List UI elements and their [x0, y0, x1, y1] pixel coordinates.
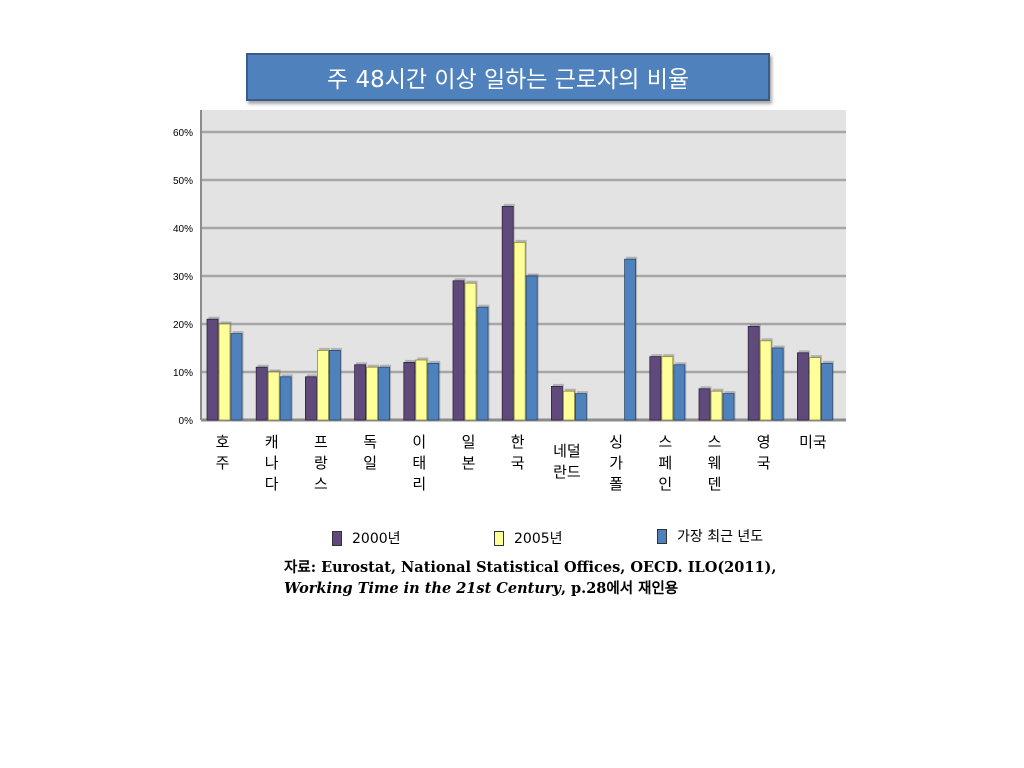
- x-tick-label: 일: [462, 433, 476, 451]
- bar: [563, 390, 575, 421]
- bar: [551, 385, 563, 421]
- x-tick-label: 호: [216, 433, 230, 451]
- y-axis: 0% 10% 20% 30% 40% 50% 60%: [173, 110, 202, 427]
- y-tick-label: 30%: [173, 272, 193, 283]
- x-tick-label: 국: [511, 454, 525, 472]
- bar: [771, 347, 784, 421]
- x-tick-label: 한: [511, 433, 525, 451]
- x-tick-label: 프: [314, 433, 328, 451]
- legend-swatch-2000: [332, 530, 342, 546]
- bar: [255, 366, 268, 421]
- bars: [206, 203, 834, 421]
- x-tick-label: 본: [462, 454, 476, 472]
- bar: [267, 371, 280, 421]
- bar: [328, 349, 341, 421]
- bar: [525, 275, 538, 421]
- x-tick-label: 미국: [799, 433, 827, 451]
- x-tick-label: 폴: [609, 475, 623, 493]
- bar: [378, 366, 391, 421]
- x-tick-label: 네덜: [553, 442, 581, 460]
- legend-label-2000: 2000년: [352, 531, 401, 547]
- bar: [464, 282, 477, 421]
- x-tick-label: 웨: [708, 454, 722, 472]
- x-tick-label: 독: [363, 433, 377, 451]
- x-tick-label: 주: [216, 454, 230, 472]
- y-tick-label: 20%: [173, 320, 193, 331]
- bar: [759, 340, 772, 421]
- bar: [673, 364, 686, 421]
- legend-item-2005: 2005년: [494, 528, 563, 548]
- x-tick-label: 영: [757, 433, 771, 451]
- bar: [722, 393, 735, 421]
- y-tick-label: 60%: [173, 128, 193, 139]
- bar: [661, 356, 674, 421]
- x-tick-label: 인: [658, 475, 672, 493]
- x-tick-label: 태: [412, 454, 426, 472]
- bar: [218, 323, 231, 421]
- bar: [809, 357, 821, 421]
- bar: [366, 366, 379, 421]
- bar: [427, 362, 440, 421]
- y-tick-label: 10%: [173, 368, 193, 379]
- bar: [279, 376, 292, 421]
- x-tick-label: 이: [412, 433, 426, 451]
- bar: [698, 388, 711, 421]
- x-tick-label: 가: [609, 454, 623, 472]
- bar: [513, 241, 526, 421]
- y-tick-label: 0%: [179, 416, 194, 427]
- bar: [710, 390, 723, 421]
- bar: [747, 325, 760, 421]
- bar: [575, 393, 587, 421]
- x-tick-label: 싱: [609, 433, 623, 451]
- y-tick-label: 40%: [173, 224, 193, 235]
- bar: [821, 362, 833, 421]
- x-tick-label: 란드: [553, 463, 581, 481]
- bar: [624, 258, 636, 421]
- x-tick-label: 국: [757, 454, 771, 472]
- x-tick-label: 나: [265, 454, 279, 472]
- source-book-title: Working Time in the 21st Century: [284, 580, 561, 597]
- x-tick-label: 캐: [265, 433, 279, 451]
- legend-item-2000: 2000년: [332, 528, 401, 548]
- x-tick-label: 랑: [314, 454, 328, 472]
- legend-label-2005: 2005년: [514, 531, 563, 547]
- source-note: 자료: Eurostat, National Statistical Offic…: [284, 557, 776, 599]
- source-line1: : Eurostat, National Statistical Offices…: [310, 559, 777, 576]
- bar: [476, 306, 489, 421]
- legend-item-recent: 가장 최근 년도: [657, 526, 763, 546]
- x-tick-label: 다: [265, 475, 279, 493]
- x-tick-label: 스: [314, 475, 328, 493]
- bar: [316, 349, 329, 421]
- bar: [230, 333, 243, 421]
- x-tick-label: 스: [708, 433, 722, 451]
- bar: [452, 280, 465, 421]
- bar: [797, 352, 809, 421]
- legend-swatch-recent: [657, 528, 667, 544]
- bar: [415, 359, 428, 421]
- x-tick-label: 일: [363, 454, 377, 472]
- x-tick-label: 리: [412, 475, 426, 493]
- legend-label-recent: 가장 최근 년도: [677, 529, 764, 545]
- x-tick-label: 스: [658, 433, 672, 451]
- bar: [206, 318, 219, 421]
- source-label: 자료: [284, 559, 311, 576]
- bar: [354, 364, 367, 421]
- x-tick-label: 덴: [708, 475, 722, 493]
- bar: [649, 356, 662, 421]
- x-tick-label: 페: [658, 454, 672, 472]
- bar: [403, 361, 416, 421]
- legend-swatch-2005: [494, 530, 504, 546]
- source-line2: , p.28에서 재인용: [560, 580, 679, 597]
- y-tick-label: 50%: [173, 176, 193, 187]
- bar: [501, 205, 514, 421]
- chart-title: 주 48시간 이상 일하는 근로자의 비율: [246, 53, 770, 101]
- bar: [304, 376, 317, 421]
